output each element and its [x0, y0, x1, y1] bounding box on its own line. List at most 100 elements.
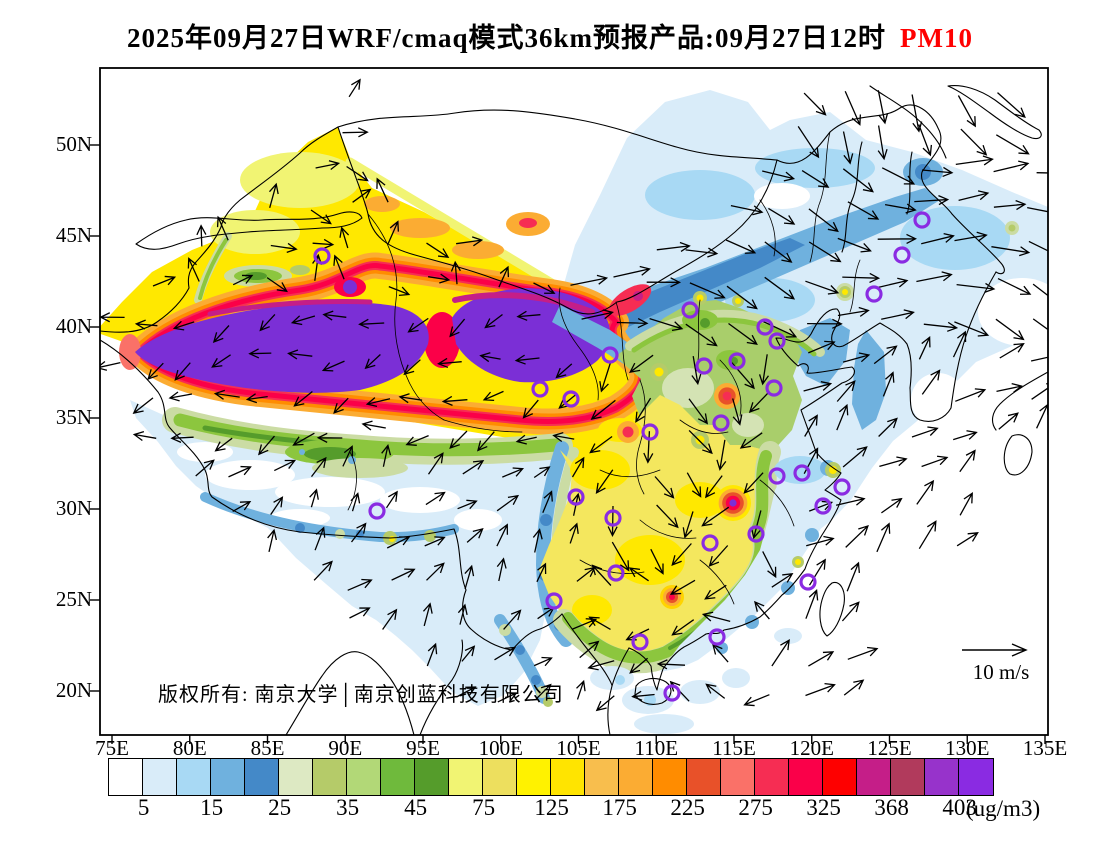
wind-arrow [743, 694, 770, 707]
pollutant-label: PM10 [900, 23, 973, 53]
wind-arrow [716, 439, 727, 471]
city-marker [913, 211, 931, 229]
wind-arrow [705, 683, 726, 699]
wind-arrow [712, 643, 729, 663]
wind-arrow [310, 456, 327, 477]
wind-arrow [502, 467, 525, 478]
wind-arrow [998, 412, 1019, 430]
wind-arrow [312, 238, 335, 250]
copyright-text: 版权所有: 南京大学│南京创蓝科技有限公司 [158, 684, 564, 706]
wind-arrow [187, 257, 200, 282]
wind-arrow [916, 271, 953, 283]
wind-arrow [1030, 351, 1048, 362]
wind-arrow [365, 397, 391, 408]
wind-arrow [847, 201, 880, 220]
wind-arrow [873, 345, 898, 365]
wind-arrow [993, 160, 1030, 173]
colorbar-cell [211, 759, 245, 795]
wind-arrow [704, 584, 727, 600]
lon-tick-label: 90E [328, 736, 363, 760]
wind-arrow [571, 456, 585, 478]
wind-arrow [843, 679, 865, 696]
colorbar-tick-label: 175 [602, 795, 637, 820]
wind-arrow [496, 523, 509, 547]
wind-arrow [599, 362, 612, 393]
wind-arrow [386, 536, 411, 549]
wind-arrow [650, 548, 664, 575]
lon-tick-label: 100E [478, 736, 523, 760]
wind-arrow [705, 475, 723, 499]
wind-arrow [688, 398, 709, 425]
wind-arrow [762, 320, 798, 338]
colorbar-tick-label: 75 [472, 795, 496, 820]
wind-arrow [750, 510, 762, 540]
colorbar-tick-label: 403 [942, 795, 977, 820]
lon-tick-label: 135E [1022, 736, 1068, 760]
wind-arrow [535, 683, 552, 700]
wind-arrow [315, 160, 341, 171]
city-marker [601, 346, 619, 364]
wind-arrow [515, 434, 537, 445]
colorbar-cell [381, 759, 415, 795]
colorbar-cell [959, 759, 993, 795]
wind-arrow [876, 522, 891, 553]
wind-arrow [449, 318, 466, 338]
wind-arrow [845, 524, 869, 548]
wind-arrow [441, 395, 468, 406]
wind-arrow [997, 92, 1026, 119]
wind-arrow [877, 125, 888, 161]
city-marker [793, 464, 811, 482]
wind-arrow [656, 659, 686, 670]
wind-arrow [881, 167, 916, 185]
colorbar-cell [347, 759, 381, 795]
wind-arrow [426, 562, 445, 581]
wind-arrow [403, 359, 421, 376]
wind-arrow [841, 601, 860, 622]
wind-arrow [270, 496, 284, 515]
lon-tick-label: 115E [712, 736, 756, 760]
wind-arrow [388, 285, 411, 297]
wind-arrow [228, 465, 252, 478]
colorbar-cell [653, 759, 687, 795]
lon-tick-label: 120E [789, 736, 834, 760]
wind-arrow [616, 318, 649, 329]
wind-arrow [739, 432, 763, 449]
wind-reference-arrow [962, 643, 1028, 657]
colorbar-tick-label: 35 [336, 795, 360, 820]
wind-arrow [212, 325, 230, 344]
wind-arrow [842, 131, 854, 165]
wind-arrow [764, 276, 796, 300]
city-marker [607, 564, 625, 582]
wind-arrow [258, 435, 275, 456]
wind-arrow [688, 429, 713, 455]
wind-arrow [595, 695, 615, 712]
city-marker [567, 488, 585, 506]
wind-arrow [955, 155, 994, 166]
wind-arrow [911, 426, 939, 438]
wind-arrow [743, 472, 764, 494]
wind-arrow [656, 504, 679, 529]
wind-arrow [611, 541, 630, 572]
map-frame [99, 67, 1049, 736]
wind-arrow [959, 492, 973, 516]
wind-arrow [590, 399, 616, 420]
title-text: 2025年09月27日WRF/cmaq模式36km预报产品:09月27日12时 [127, 23, 886, 53]
city-marker [545, 592, 563, 610]
wind-arrow [997, 278, 1032, 295]
wind-arrow [952, 330, 967, 358]
city-marker [708, 628, 726, 646]
wind-arrow [348, 78, 361, 98]
wind-arrow [461, 645, 476, 662]
wind-arrow [953, 430, 978, 441]
wind-arrow [350, 492, 361, 512]
lon-tick-label: 130E [945, 736, 990, 760]
wind-arrow [921, 455, 949, 468]
wind-arrow [732, 398, 743, 426]
wind-arrow [321, 360, 345, 372]
wind-arrow [570, 274, 609, 286]
wind-arrow [844, 90, 862, 126]
wind-arrow [532, 528, 543, 553]
wind-arrow [456, 686, 477, 698]
wind-arrow [878, 417, 898, 437]
wind-arrow [134, 319, 158, 330]
